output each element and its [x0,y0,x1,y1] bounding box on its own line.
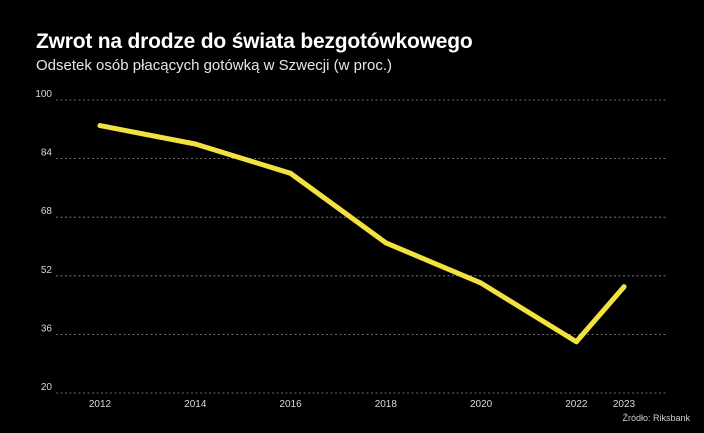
y-tick-label: 36 [41,323,53,334]
x-axis-ticks: 2012 2014 2016 2018 2020 2022 2023 [89,399,636,410]
x-tick-label: 2020 [470,399,493,410]
data-point [573,339,579,345]
y-axis-ticks: 20 36 52 68 84 100 [35,89,52,393]
data-point [97,123,103,129]
series-layer [97,123,627,345]
data-point [192,141,198,147]
data-point [383,240,389,246]
gridlines [56,99,666,394]
y-tick-label: 68 [41,206,53,217]
data-point [288,170,294,176]
y-tick-label: 20 [41,382,53,393]
x-tick-label: 2023 [613,399,636,410]
series-line [97,123,627,345]
source-note: Źródło: Riksbank [622,413,690,423]
chart-subtitle: Odsetek osób płacących gotówką w Szwecji… [36,57,392,74]
y-tick-label: 100 [35,89,52,100]
data-point [621,284,627,290]
x-tick-label: 2018 [375,399,398,410]
y-tick-label: 84 [41,148,53,159]
chart-title: Zwrot na drodze do świata bezgotówkowego [36,30,473,53]
x-tick-label: 2022 [565,399,588,410]
x-tick-label: 2012 [89,399,112,410]
x-tick-label: 2014 [184,399,207,410]
x-tick-label: 2016 [279,399,302,410]
data-point [478,280,484,286]
y-tick-label: 52 [41,265,53,276]
